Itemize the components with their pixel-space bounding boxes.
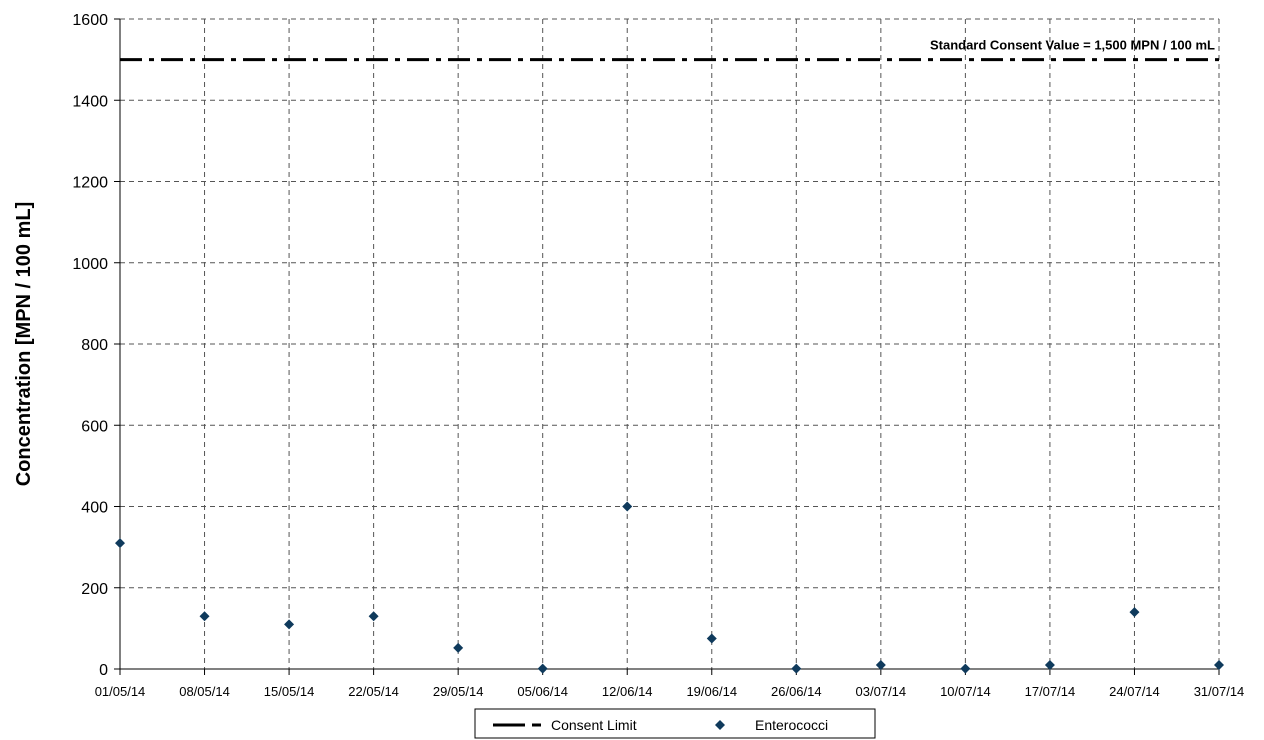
enterococci-point (537, 663, 548, 674)
y-tick-label: 1200 (72, 175, 108, 192)
x-tick-label: 17/07/14 (1025, 684, 1076, 699)
x-tick-label: 03/07/14 (856, 684, 907, 699)
enterococci-point (284, 619, 295, 630)
y-tick-label: 1400 (72, 93, 108, 110)
y-tick-label: 1000 (72, 256, 108, 273)
enterococci-point (1044, 659, 1055, 670)
x-tick-label: 31/07/14 (1194, 684, 1245, 699)
x-tick-label: 19/06/14 (686, 684, 737, 699)
enterococci-point (368, 611, 379, 622)
x-tick-label: 12/06/14 (602, 684, 653, 699)
legend: Consent Limit Enterococci (474, 708, 876, 739)
legend-box (474, 708, 876, 739)
y-tick-label: 400 (81, 500, 108, 517)
enterococci-point (875, 659, 886, 670)
y-tick-label: 1600 (72, 12, 108, 29)
x-tick-label: 01/05/14 (95, 684, 146, 699)
enterococci-points (115, 501, 1224, 674)
y-axis-label: Concentration [MPN / 100 mL] (13, 202, 35, 486)
enterococci-point (1129, 607, 1140, 618)
enterococci-point (706, 633, 717, 644)
enterococci-point (960, 663, 971, 674)
y-tick-label: 600 (81, 418, 108, 435)
gridlines (120, 18, 1220, 669)
x-tick-label: 10/07/14 (940, 684, 991, 699)
y-tick-label: 200 (81, 581, 108, 598)
enterococci-point (791, 663, 802, 674)
x-tick-label: 24/07/14 (1109, 684, 1160, 699)
x-tick-label: 05/06/14 (517, 684, 568, 699)
x-tick-label: 08/05/14 (179, 684, 230, 699)
y-tick-label: 800 (81, 337, 108, 354)
x-tick-label: 29/05/14 (433, 684, 484, 699)
x-tick-label: 15/05/14 (264, 684, 315, 699)
x-axis-ticks: 01/05/14 08/05/14 15/05/14 22/05/14 29/05/14… (95, 669, 1245, 699)
legend-enterococci-label: Enterococci (755, 717, 828, 733)
consent-annotation: Standard Consent Value = 1,500 MPN / 100… (930, 38, 1215, 53)
enterococci-point (622, 501, 633, 512)
y-axis-ticks: 0 200 400 600 800 1000 1200 1400 1600 (72, 12, 120, 679)
enterococci-point (115, 538, 125, 549)
enterococci-point (199, 611, 210, 622)
x-tick-label: 22/05/14 (348, 684, 399, 699)
y-tick-label: 0 (99, 662, 108, 679)
enterococci-point (1214, 659, 1224, 670)
legend-enterococci-marker (715, 720, 725, 730)
legend-consent-label: Consent Limit (551, 717, 637, 733)
enterococci-point (453, 642, 464, 653)
x-tick-label: 26/06/14 (771, 684, 822, 699)
